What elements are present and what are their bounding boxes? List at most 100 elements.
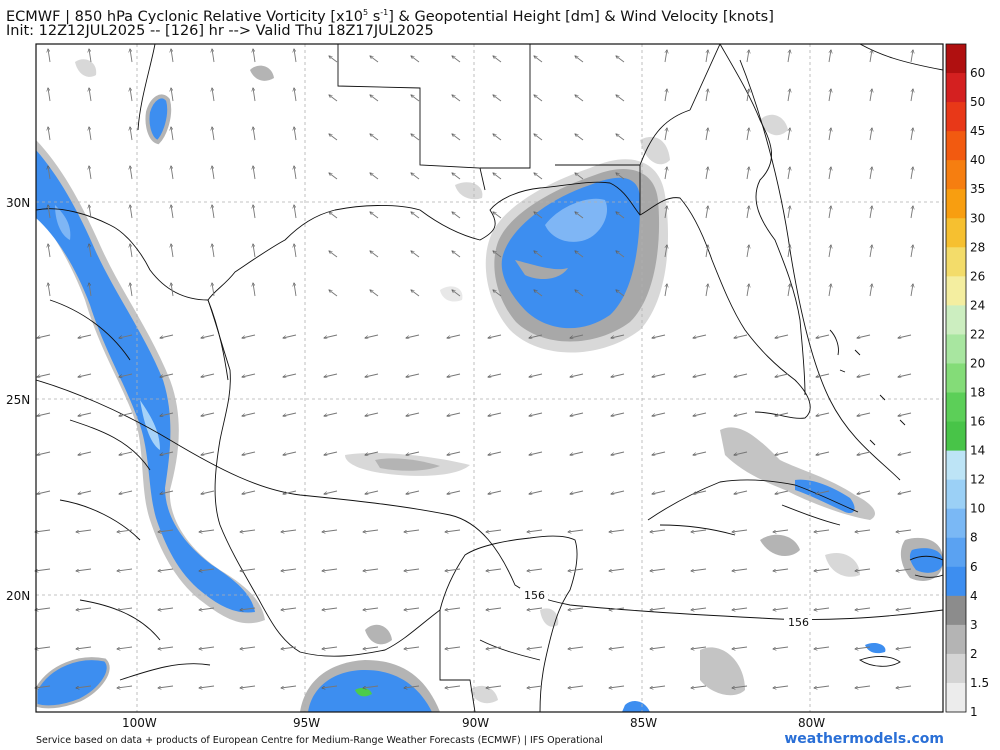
wind-arrow [910, 245, 913, 258]
wind-arrow [212, 205, 215, 219]
wind-arrow [117, 685, 133, 688]
wind-arrow [363, 607, 379, 610]
wind-arrow [212, 49, 215, 63]
wind-arrow [445, 568, 461, 571]
wind-arrow [855, 646, 871, 649]
wind-arrow [650, 685, 666, 688]
wind-arrow [411, 212, 420, 219]
wind-arrow [910, 206, 913, 219]
colorbar-swatch [946, 160, 966, 190]
colorbar-tick-label: 2 [970, 647, 978, 661]
wind-arrow [78, 412, 92, 416]
wind-arrow [611, 412, 625, 416]
wind-arrow [787, 206, 790, 219]
mexico-interior-borders [49, 299, 211, 681]
colorbar-tick-label: 60 [970, 66, 985, 80]
wind-arrow [294, 49, 297, 63]
wind-arrow [814, 529, 830, 532]
mexico-texas-border [36, 208, 229, 381]
wind-arrow [664, 206, 667, 219]
colorbar-tick-label: 30 [970, 211, 985, 225]
lat-label-30n: 30N [6, 196, 30, 210]
contour-labels: 156 156 [520, 588, 812, 629]
wind-arrow [570, 412, 584, 416]
wind-arrow [787, 167, 790, 180]
wind-arrow [705, 245, 708, 258]
wind-arrow [486, 568, 502, 571]
wind-arrow [775, 373, 789, 377]
colorbar-tick-label: 45 [970, 124, 985, 138]
wind-arrow [534, 251, 543, 258]
wind-arrow [568, 685, 584, 688]
wind-arrow [869, 245, 872, 258]
wind-arrow [609, 685, 625, 688]
wind-arrow [283, 412, 297, 416]
colorbar-tick-label: 40 [970, 153, 985, 167]
wind-arrow [324, 451, 338, 455]
wind-arrow [611, 373, 625, 377]
wind-arrow [240, 646, 256, 649]
wind-arrow [324, 373, 338, 377]
colorbar-tick-label: 20 [970, 356, 985, 370]
wind-arrow [773, 646, 789, 649]
wind-arrow [896, 607, 912, 610]
wind-arrow [89, 127, 92, 141]
wind-arrow [365, 451, 379, 455]
wind-arrow [89, 49, 92, 63]
wind-arrow [493, 173, 502, 180]
wind-arrow [89, 88, 92, 102]
lon-label-100w: 100W [122, 716, 157, 730]
wind-arrow [117, 646, 133, 649]
wind-arrow [119, 490, 133, 494]
wind-arrow [447, 490, 461, 494]
wind-arrow [705, 89, 708, 102]
wind-arrow [493, 212, 502, 219]
wind-arrow [787, 245, 790, 258]
wind-arrow [370, 95, 379, 102]
colorbar-tick-label: 16 [970, 415, 985, 429]
wind-arrow [693, 451, 707, 455]
wind-arrow [253, 244, 256, 258]
wind-arrow [158, 646, 174, 649]
wind-arrow [130, 166, 133, 180]
lat-lon-gridlines [36, 44, 943, 712]
vorticity-mexico-band-light [140, 400, 160, 450]
wind-arrow [855, 685, 871, 688]
wind-arrow [734, 451, 748, 455]
site-link[interactable]: weathermodels.com [784, 731, 944, 747]
wind-arrow [650, 568, 666, 571]
wind-arrow [611, 334, 625, 338]
wind-arrow [910, 50, 913, 63]
wind-arrow [857, 373, 871, 377]
wind-arrow [76, 685, 92, 688]
wind-arrow [329, 95, 338, 102]
wind-arrow [329, 134, 338, 141]
wind-arrow [652, 451, 666, 455]
wind-arrow [242, 412, 256, 416]
wind-arrow [773, 607, 789, 610]
wind-arrow [575, 251, 584, 258]
wind-arrow [160, 334, 174, 338]
wind-arrow [406, 412, 420, 416]
colorbar-tick-label: 28 [970, 240, 985, 254]
colorbar-swatch [946, 334, 966, 364]
wind-arrow [773, 529, 789, 532]
wind-arrow [117, 607, 133, 610]
wind-arrow [664, 128, 667, 141]
wind-arrow [370, 290, 379, 297]
colorbar-swatch [946, 566, 966, 597]
wind-arrow [828, 89, 831, 102]
wind-arrow [322, 646, 338, 649]
wind-arrow [534, 95, 543, 102]
wind-arrow [664, 284, 667, 297]
longitude-labels: 100W 95W 90W 85W 80W [122, 716, 825, 730]
wind-arrow [855, 529, 871, 532]
wind-arrow [253, 127, 256, 141]
central-america-borders [439, 610, 541, 712]
wind-arrow [575, 212, 584, 219]
wind-arrow [570, 451, 584, 455]
us-atlantic-coastline [719, 44, 806, 396]
colorbar-swatch [946, 218, 966, 248]
wind-arrow [253, 283, 256, 297]
wind-arrow [910, 89, 913, 102]
